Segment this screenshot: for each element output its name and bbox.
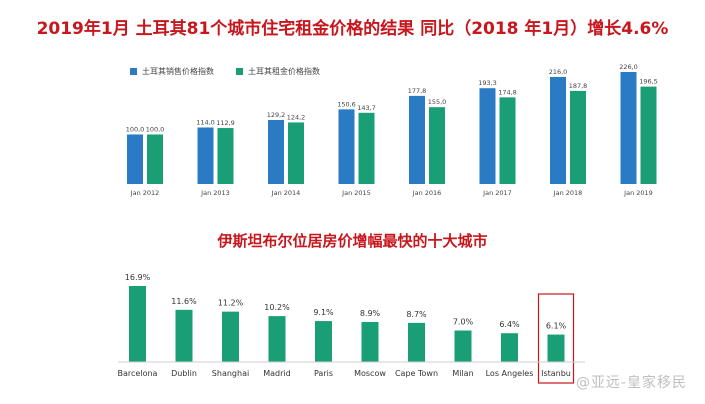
bar-rent bbox=[217, 128, 234, 184]
bottom-chart-title: 伊斯坦布尔位居房价增幅最快的十大城市 bbox=[217, 232, 488, 250]
bar-value-label: 6.4% bbox=[499, 320, 520, 329]
bar-value-label: 174,8 bbox=[498, 88, 517, 96]
bar-city bbox=[268, 316, 286, 362]
bar-sales bbox=[338, 109, 355, 184]
bar-value-label: 177,8 bbox=[408, 87, 427, 95]
bar-value-label: 124,2 bbox=[287, 113, 306, 121]
legend-item-rent: 土耳其租金价格指数 bbox=[236, 66, 320, 77]
bar-rent bbox=[147, 134, 163, 184]
bar-sales bbox=[479, 88, 496, 184]
bar-city bbox=[408, 322, 425, 362]
bar-city bbox=[129, 286, 146, 362]
x-tick-label: Paris bbox=[314, 369, 333, 378]
x-tick-label: Jan 2014 bbox=[271, 189, 301, 197]
legend-label-rent: 土耳其租金价格指数 bbox=[248, 67, 320, 76]
bar-city bbox=[501, 333, 518, 362]
highlight-box bbox=[537, 293, 575, 384]
bar-sales bbox=[197, 127, 214, 184]
bar-value-label: 100,0 bbox=[146, 125, 165, 133]
bar-value-label: 155,0 bbox=[428, 98, 447, 106]
bar-sales bbox=[550, 76, 566, 184]
bar-city bbox=[222, 311, 239, 362]
bar-value-label: 129,2 bbox=[267, 111, 286, 119]
bar-rent bbox=[358, 112, 375, 184]
bar-value-label: 187,8 bbox=[569, 82, 588, 90]
x-tick-label: Dublin bbox=[171, 369, 197, 378]
x-tick-label: Shanghai bbox=[212, 369, 249, 378]
bar-value-label: 196,5 bbox=[639, 78, 658, 86]
x-tick-label: Jan 2019 bbox=[623, 189, 653, 197]
bar-value-label: 216,0 bbox=[549, 68, 568, 76]
x-tick-label: Istanbu bbox=[541, 369, 571, 378]
x-tick-label: Moscow bbox=[354, 369, 386, 378]
watermark: @亚远-皇家移民 bbox=[575, 375, 687, 391]
bar-sales bbox=[620, 72, 637, 184]
bar-value-label: 193,3 bbox=[478, 79, 497, 87]
bar-value-label: 100,0 bbox=[126, 125, 145, 133]
bar-value-label: 16.9% bbox=[125, 273, 151, 282]
bar-value-label: 10.2% bbox=[264, 303, 290, 312]
bar-city bbox=[361, 321, 379, 362]
legend-item-sales: 土耳其销售价格指数 bbox=[130, 66, 214, 77]
bar-value-label: 6.1% bbox=[546, 322, 567, 331]
bar-value-label: 8.9% bbox=[360, 309, 381, 318]
x-tick-label: Los Angeles bbox=[486, 369, 534, 378]
bar-value-label: 11.6% bbox=[171, 297, 197, 306]
bar-rent bbox=[640, 86, 657, 184]
x-tick-label: Jan 2012 bbox=[130, 189, 160, 197]
bar-rent bbox=[288, 122, 304, 184]
x-tick-label: Jan 2018 bbox=[553, 189, 583, 197]
bar-city bbox=[175, 309, 193, 362]
legend-label-sales: 土耳其销售价格指数 bbox=[142, 67, 214, 76]
x-tick-label: Jan 2017 bbox=[482, 189, 512, 197]
bar-value-label: 114,0 bbox=[196, 119, 215, 127]
bar-city bbox=[454, 330, 472, 362]
x-tick-label: Milan bbox=[452, 369, 473, 378]
x-tick-label: Madrid bbox=[263, 369, 290, 378]
x-tick-label: Jan 2013 bbox=[200, 189, 230, 197]
top-chart-title: 2019年1月 土耳其81个城市住宅租金价格的结果 同比（2018 年1月）增长… bbox=[36, 19, 669, 39]
bar-value-label: 150,6 bbox=[337, 100, 356, 108]
bar-value-label: 226,0 bbox=[619, 63, 638, 71]
bar-sales bbox=[127, 134, 143, 184]
bar-value-label: 11.2% bbox=[218, 299, 244, 308]
bar-value-label: 7.0% bbox=[453, 318, 474, 327]
bar-value-label: 112,9 bbox=[216, 119, 235, 127]
bar-sales bbox=[409, 95, 425, 184]
x-tick-label: Jan 2015 bbox=[341, 189, 371, 197]
x-tick-label: Barcelona bbox=[118, 369, 158, 378]
bar-rent bbox=[429, 107, 445, 184]
legend-swatch-rent bbox=[236, 68, 243, 75]
bar-city bbox=[315, 321, 332, 362]
bar-city bbox=[547, 334, 565, 362]
bar-rent bbox=[570, 90, 586, 184]
top-chart-legend: 土耳其销售价格指数 土耳其租金价格指数 bbox=[130, 66, 320, 77]
bar-rent bbox=[499, 97, 516, 184]
bar-sales bbox=[268, 119, 284, 184]
bar-value-label: 8.7% bbox=[406, 310, 427, 319]
bar-value-label: 9.1% bbox=[313, 308, 334, 317]
x-tick-label: Jan 2016 bbox=[412, 189, 442, 197]
bar-value-label: 143,7 bbox=[357, 104, 376, 112]
x-tick-label: Cape Town bbox=[395, 369, 438, 378]
legend-swatch-sales bbox=[130, 68, 137, 75]
